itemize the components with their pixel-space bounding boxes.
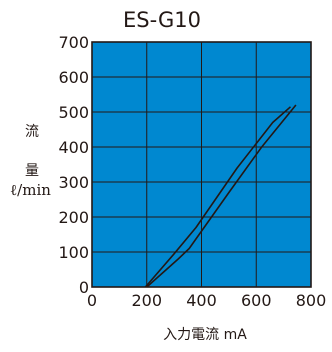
series-line-2: [144, 106, 292, 288]
y-tick-label: 200: [58, 208, 89, 227]
y-axis-label-char-2: 量: [25, 163, 39, 179]
plot-frame: [91, 41, 312, 288]
y-tick-labels: 0 100 200 300 400 500 600 700: [58, 33, 89, 297]
y-tick-label: 100: [58, 243, 89, 262]
y-axis-label-char-1: 流: [25, 124, 39, 140]
x-tick-labels: 0 200 400 600 800: [87, 291, 326, 310]
series-line-1: [146, 104, 297, 288]
x-tick-label: 600: [241, 291, 272, 310]
x-tick-label: 400: [186, 291, 217, 310]
grid: [92, 42, 311, 287]
y-tick-label: 500: [58, 103, 89, 122]
x-tick-label: 800: [296, 291, 327, 310]
y-tick-label: 600: [58, 68, 89, 87]
x-axis-label: 入力電流 mA: [163, 327, 247, 343]
y-tick-label: 0: [79, 278, 89, 297]
y-tick-label: 300: [58, 173, 89, 192]
x-tick-label: 0: [87, 291, 97, 310]
y-tick-label: 700: [58, 33, 89, 52]
series-group: [144, 104, 297, 288]
x-tick-label: 200: [131, 291, 162, 310]
y-axis-unit: ℓ/min: [10, 181, 51, 199]
y-tick-label: 400: [58, 138, 89, 157]
chart-title: ES-G10: [123, 8, 201, 32]
